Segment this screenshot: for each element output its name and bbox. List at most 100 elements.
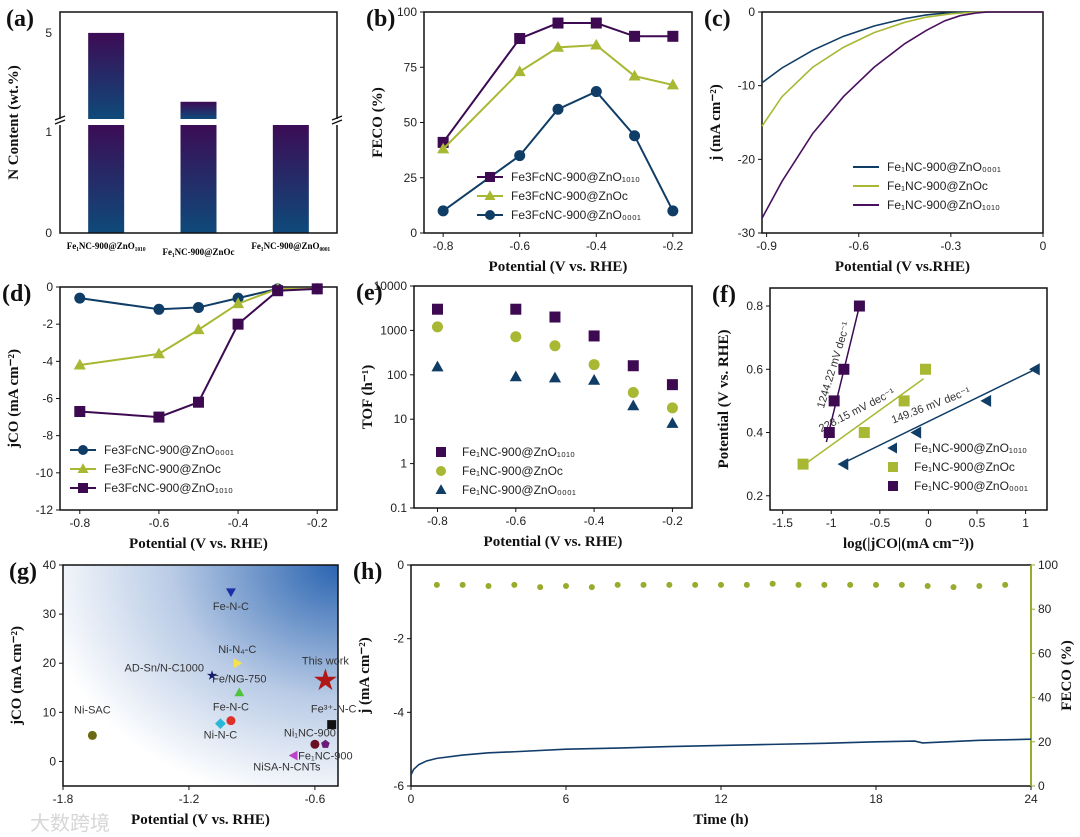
- y-tick-label: 50: [404, 116, 418, 130]
- y-right-tick-label: 80: [1038, 602, 1052, 616]
- data-point: [215, 718, 226, 730]
- legend-marker: [485, 172, 495, 182]
- x-tick-label: -0.4: [584, 514, 605, 528]
- legend-marker: [888, 462, 898, 472]
- x-tick-label: -0.2: [662, 514, 683, 528]
- data-point: [666, 379, 678, 391]
- series-1: [761, 11, 1043, 127]
- plot-frame: [769, 287, 1048, 511]
- series-2: [431, 360, 679, 428]
- y-axis-title: Potential (V vs. RHE): [716, 330, 732, 469]
- y-axis-title: TOF (h⁻¹): [360, 365, 376, 430]
- data-point: [193, 396, 204, 408]
- data-point: [549, 311, 561, 323]
- y-tick-label: 10: [394, 412, 408, 426]
- data-point: [459, 581, 466, 588]
- data-point: [588, 584, 595, 591]
- point-label: This work: [302, 655, 350, 667]
- data-point: [666, 402, 678, 414]
- legend-label: Fe₁NC-900@ZnOc: [887, 179, 988, 193]
- panel-label: (c): [704, 6, 731, 32]
- x-tick-label: -0.5: [869, 516, 890, 530]
- legend-item: Fe₁NC-900@ZnO₁₀₁₀: [853, 198, 1000, 212]
- point-label: Fe₁NC-900: [298, 750, 352, 762]
- legend-item: Fe3FcNC-900@ZnOc: [70, 462, 221, 476]
- x-tick-label: 0: [1040, 239, 1047, 253]
- y-tick-label: 100: [387, 368, 407, 382]
- series-line: [442, 90, 674, 212]
- y-axis-title: FECO (%): [370, 87, 386, 157]
- data-point: [552, 103, 564, 115]
- data-point: [514, 33, 526, 45]
- legend-label: Fe₁NC-900@ZnOc: [462, 464, 563, 478]
- data-point: [437, 142, 450, 154]
- data-point: [548, 371, 562, 383]
- legend-label: Fe₁NC-900@ZnO₁₀₁₀: [462, 445, 575, 459]
- data-point: [152, 347, 165, 359]
- bar-upper: [88, 32, 125, 119]
- data-point: [838, 363, 850, 375]
- data-point: [431, 321, 443, 333]
- data-point: [667, 205, 679, 217]
- series-line: [442, 44, 674, 150]
- y-axis-title: j (mA cm⁻²): [357, 637, 373, 715]
- x-axis-title: Time (h): [693, 812, 748, 828]
- legend-item: Fe3FcNC-900@ZnO₁₀₁₀: [70, 481, 233, 495]
- x-tick-label: -0.6: [848, 239, 869, 253]
- data-point: [797, 458, 809, 470]
- y-tick-label: -6: [393, 779, 404, 793]
- data-point: [509, 370, 522, 382]
- y-tick-label: -2: [42, 317, 53, 331]
- y-tick-label: 75: [404, 60, 418, 74]
- data-point: [510, 331, 522, 343]
- legend-label: Fe₁NC-900@ZnOc: [914, 460, 1015, 474]
- panel-label: (e): [356, 280, 383, 306]
- y-tick-label: -2: [393, 632, 404, 646]
- x-tick-label: -0.4: [228, 516, 249, 530]
- legend-item: Fe₁NC-900@ZnO₀₀₀₁: [888, 479, 1028, 493]
- y-axis-title: j (mA cm⁻²): [708, 84, 724, 162]
- data-point: [976, 582, 983, 589]
- x-tick-label: 0: [925, 516, 932, 530]
- series-line: [761, 11, 1043, 127]
- x-tick-label: -0.2: [307, 516, 328, 530]
- point-label: Ni-N₄-C: [218, 644, 256, 656]
- y-tick-label: -4: [42, 354, 53, 368]
- data-point: [627, 399, 640, 411]
- y-tick-label: -6: [42, 392, 53, 406]
- data-point: [153, 411, 165, 423]
- data-point: [920, 363, 932, 375]
- y-tick-label: -12: [36, 503, 54, 517]
- series-line: [79, 287, 318, 367]
- point-label: Ni₁NC-900: [284, 727, 336, 739]
- axis-break-mark: [54, 115, 66, 125]
- data-point: [666, 417, 679, 428]
- x-tick-label: -0.3: [941, 239, 962, 253]
- data-point: [288, 750, 298, 761]
- y-tick-label: 10: [43, 705, 57, 719]
- data-point: [327, 720, 337, 730]
- data-point: [588, 359, 600, 371]
- data-point: [226, 716, 236, 726]
- y-tick-label: 40: [43, 558, 57, 572]
- y-axis-title: N Content (wt.%): [6, 65, 22, 180]
- y-tick-label: 10000: [374, 279, 408, 293]
- fit-line: [804, 378, 925, 465]
- data-point: [627, 360, 639, 372]
- data-point: [234, 687, 245, 697]
- bar-upper: [180, 101, 217, 119]
- legend-label: Fe₁NC-900@ZnO₁₀₁₀: [914, 441, 1027, 455]
- x-tick-label: -1: [826, 516, 837, 530]
- data-point: [513, 65, 526, 77]
- x-axis-title: Potential (V vs. RHE): [484, 534, 623, 550]
- data-point: [1029, 363, 1040, 376]
- series-1: [433, 580, 1009, 591]
- data-point: [873, 581, 879, 588]
- plot-frame: [62, 564, 339, 787]
- panel-f: (f) Potential (V vs. RHE) log(|jCO|(mA cm⁻…: [712, 282, 1048, 552]
- y-tick-label: 0.6: [746, 362, 763, 376]
- legend-item: Fe₁NC-900@ZnOc: [888, 460, 1015, 474]
- y-tick-label: 5: [45, 26, 52, 40]
- data-point: [666, 78, 679, 90]
